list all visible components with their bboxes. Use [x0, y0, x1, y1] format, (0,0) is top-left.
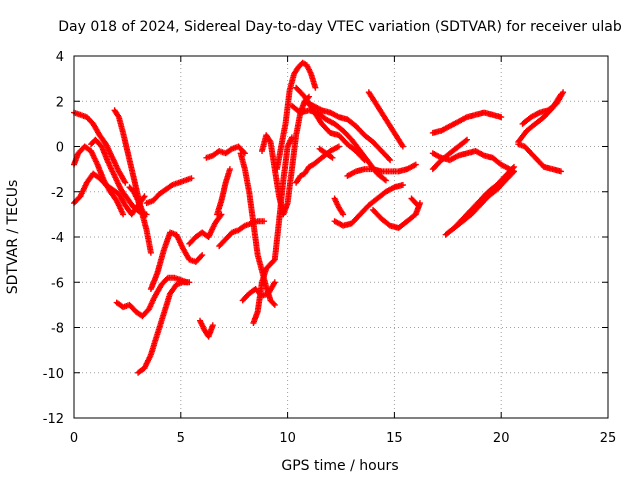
data-point: [120, 211, 127, 218]
series-10: [147, 229, 206, 292]
data-point: [387, 157, 394, 164]
data-point: [464, 136, 470, 143]
series-29: [365, 89, 406, 150]
series-26: [331, 195, 347, 218]
data-point: [198, 253, 205, 260]
data-point: [188, 175, 195, 182]
series-20: [273, 59, 319, 173]
y-axis-label: SDTVAR / TECUs: [5, 180, 21, 295]
data-point: [261, 218, 268, 225]
data-point: [271, 301, 278, 308]
data-point: [399, 182, 406, 188]
series-30: [370, 200, 423, 231]
series-23: [301, 98, 394, 164]
data-point: [329, 154, 336, 161]
y-tick-label: -6: [51, 276, 64, 291]
data-point: [335, 143, 342, 150]
data-point: [509, 165, 516, 171]
chart-title: Day 018 of 2024, Sidereal Day-to-day VTE…: [58, 19, 622, 35]
data-point: [558, 168, 564, 175]
series-14: [216, 218, 268, 250]
series-25: [316, 145, 336, 161]
data-point: [163, 275, 170, 282]
series-31: [408, 195, 421, 209]
y-tick-label: -8: [51, 322, 64, 337]
data-point: [511, 163, 517, 170]
y-tick-label: -12: [43, 412, 64, 427]
series-39: [515, 141, 564, 175]
series-6: [126, 184, 154, 256]
series-36: [451, 163, 517, 231]
series-13: [203, 143, 248, 161]
series-24: [293, 143, 342, 186]
data-point: [199, 252, 206, 259]
data-point: [271, 279, 278, 286]
x-tick-label: 0: [70, 431, 78, 446]
data-point: [270, 300, 277, 307]
series-27: [331, 182, 406, 229]
y-tick-label: 2: [56, 95, 64, 110]
data-point: [498, 114, 505, 121]
y-tick-label: -2: [51, 186, 64, 201]
y-tick-label: 0: [56, 141, 64, 156]
series-3: [71, 143, 127, 218]
series-33: [429, 136, 470, 173]
series-8: [113, 274, 191, 320]
series-4: [88, 136, 150, 218]
data-point: [386, 155, 393, 162]
series-34: [429, 109, 505, 136]
y-tick-label: -4: [51, 231, 64, 246]
x-axis-label: GPS time / hours: [281, 458, 398, 474]
x-tick-label: 25: [600, 431, 617, 446]
data-point: [414, 202, 421, 209]
series-11: [186, 211, 225, 247]
data-point: [122, 179, 129, 186]
series-1: [71, 109, 129, 186]
x-tick-label: 15: [386, 431, 403, 446]
data-point: [312, 84, 319, 91]
grid-lines: [74, 56, 608, 418]
series-38: [519, 89, 567, 127]
data-point: [399, 143, 406, 150]
data-point: [413, 201, 420, 208]
data-point: [147, 249, 154, 256]
data-points: [71, 59, 567, 376]
data-point: [462, 137, 469, 144]
data-point: [412, 161, 419, 168]
x-tick-label: 20: [493, 431, 510, 446]
series-15: [214, 166, 233, 218]
y-tick-label: -10: [43, 367, 64, 382]
data-point: [340, 211, 347, 218]
data-point: [560, 89, 567, 96]
data-point: [186, 279, 193, 286]
series-12: [197, 317, 216, 340]
y-tick-label: 4: [56, 50, 64, 65]
series-28: [344, 161, 419, 179]
data-point: [226, 166, 233, 173]
x-tick-label: 5: [177, 431, 185, 446]
series-7: [143, 175, 195, 207]
series-9: [135, 279, 193, 376]
data-point: [141, 193, 148, 200]
x-tick-label: 10: [279, 431, 296, 446]
axes: 0 5 10 15 20 25 -12 -10 -8 -6 -4 -2 0 2 4: [43, 50, 617, 446]
data-point: [382, 177, 389, 184]
data-point: [209, 322, 216, 329]
